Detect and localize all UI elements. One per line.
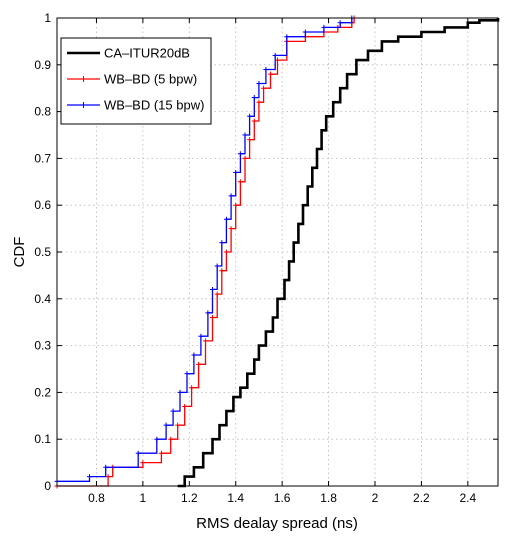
series-layer bbox=[54, 15, 500, 489]
y-tick-label: 0 bbox=[44, 479, 51, 493]
y-tick-label: 0.4 bbox=[34, 292, 51, 306]
series-point-2 bbox=[219, 240, 225, 246]
series-point-2 bbox=[228, 193, 234, 199]
series-point-2 bbox=[177, 389, 183, 395]
series-point-1 bbox=[105, 474, 111, 480]
x-tick-label: 1.8 bbox=[320, 491, 337, 505]
series-point-2 bbox=[86, 474, 92, 480]
y-tick-label: 0.8 bbox=[34, 105, 51, 119]
series-point-2 bbox=[337, 20, 343, 26]
y-tick-label: 0.2 bbox=[34, 385, 51, 399]
series-point-2 bbox=[242, 132, 248, 138]
series-point-2 bbox=[321, 24, 327, 30]
series-point-2 bbox=[263, 66, 269, 72]
series-point-1 bbox=[158, 450, 164, 456]
series-point-2 bbox=[223, 216, 229, 222]
series-point-2 bbox=[210, 286, 216, 292]
y-tick-label: 0.5 bbox=[34, 245, 51, 259]
series-point-2 bbox=[247, 113, 253, 119]
series-point-1 bbox=[237, 179, 243, 185]
series-point-1 bbox=[242, 155, 248, 161]
series-point-2 bbox=[135, 450, 141, 456]
series-point-2 bbox=[233, 169, 239, 175]
series-point-2 bbox=[103, 464, 109, 470]
series-point-1 bbox=[256, 99, 262, 105]
legend-marker-2 bbox=[80, 102, 87, 108]
series-point-1 bbox=[189, 385, 195, 391]
series-point-2 bbox=[170, 408, 176, 414]
y-tick-label: 0.6 bbox=[34, 198, 51, 212]
series-point-2 bbox=[237, 151, 243, 157]
series-point-1 bbox=[214, 291, 220, 297]
legend-marker-1 bbox=[80, 76, 87, 82]
series-point-1 bbox=[196, 361, 202, 367]
y-tick-label: 1 bbox=[44, 11, 51, 25]
series-point-2 bbox=[214, 263, 220, 269]
series-point-1 bbox=[210, 315, 216, 321]
legend-label-2: WB–BD (15 bpw) bbox=[104, 98, 204, 113]
series-point-2 bbox=[251, 95, 257, 101]
series-point-2 bbox=[154, 436, 160, 442]
y-tick-label: 0.9 bbox=[34, 58, 51, 72]
y-tick-label: 0.1 bbox=[34, 432, 51, 446]
series-point-1 bbox=[219, 268, 225, 274]
series-point-2 bbox=[184, 371, 190, 377]
x-tick-label: 2.4 bbox=[459, 491, 476, 505]
series-point-2 bbox=[191, 352, 197, 358]
series-point-1 bbox=[203, 338, 209, 344]
x-tick-label: 2.2 bbox=[413, 491, 430, 505]
series-point-2 bbox=[284, 34, 290, 40]
legend-label-1: WB–BD (5 bpw) bbox=[104, 72, 197, 87]
series-point-1 bbox=[228, 226, 234, 232]
y-axis-label: CDF bbox=[11, 237, 28, 268]
series-point-1 bbox=[168, 436, 174, 442]
series-point-1 bbox=[223, 249, 229, 255]
x-tick-label: 1.2 bbox=[181, 491, 198, 505]
x-tick-label: 0.8 bbox=[88, 491, 105, 505]
series-point-2 bbox=[256, 81, 262, 87]
series-point-2 bbox=[163, 422, 169, 428]
series-point-2 bbox=[198, 333, 204, 339]
series-point-2 bbox=[302, 29, 308, 35]
x-tick-label: 1 bbox=[140, 491, 147, 505]
series-point-1 bbox=[175, 422, 181, 428]
x-axis-label: RMS dealay spread (ns) bbox=[196, 515, 358, 532]
x-tick-label: 1.6 bbox=[274, 491, 291, 505]
y-tick-label: 0.7 bbox=[34, 151, 51, 165]
series-line-0 bbox=[177, 18, 500, 488]
series-point-2 bbox=[205, 310, 211, 316]
legend-label-0: CA–ITUR20dB bbox=[104, 46, 190, 61]
axis-ticks: 0.8 1 1.2 1.4 1.6 1.8 2 2.2 2.4 0 0.1 0.2 0.3 0.4 0.5 0… bbox=[34, 11, 498, 505]
series-point-2 bbox=[272, 52, 278, 58]
y-tick-label: 0.3 bbox=[34, 339, 51, 353]
series-point-1 bbox=[261, 85, 267, 91]
x-tick-label: 1.4 bbox=[227, 491, 244, 505]
series-point-1 bbox=[140, 460, 146, 466]
series-point-1 bbox=[268, 71, 274, 77]
x-tick-label: 2 bbox=[372, 491, 379, 505]
series-point-1 bbox=[182, 403, 188, 409]
series-point-1 bbox=[233, 202, 239, 208]
series-point-1 bbox=[247, 137, 253, 143]
series-point-1 bbox=[251, 118, 257, 124]
legend: CA–ITUR20dB WB–BD (5 bpw) WB–BD (15 bpw) bbox=[60, 37, 212, 125]
series-line-2 bbox=[57, 18, 353, 482]
